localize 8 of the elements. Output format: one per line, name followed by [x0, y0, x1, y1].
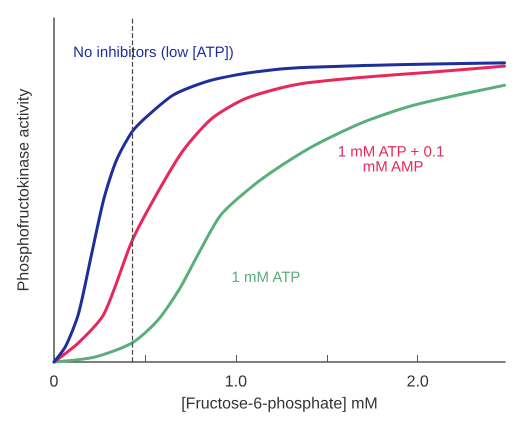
- y-axis-title: Phosphofructokinase activity: [16, 88, 32, 292]
- x-axis-title: [Fructose-6-phosphate] mM: [181, 396, 378, 412]
- x-tick-label: 1.0: [224, 374, 248, 390]
- x-tick-label: 0: [50, 374, 59, 390]
- text: 1 mM ATP: [231, 268, 300, 286]
- x-tick-label: 2.0: [406, 374, 429, 390]
- series-label: No inhibitors (low [ATP]): [73, 44, 234, 61]
- text: 1 mM ATP + 0.1 mM AMP: [338, 144, 449, 176]
